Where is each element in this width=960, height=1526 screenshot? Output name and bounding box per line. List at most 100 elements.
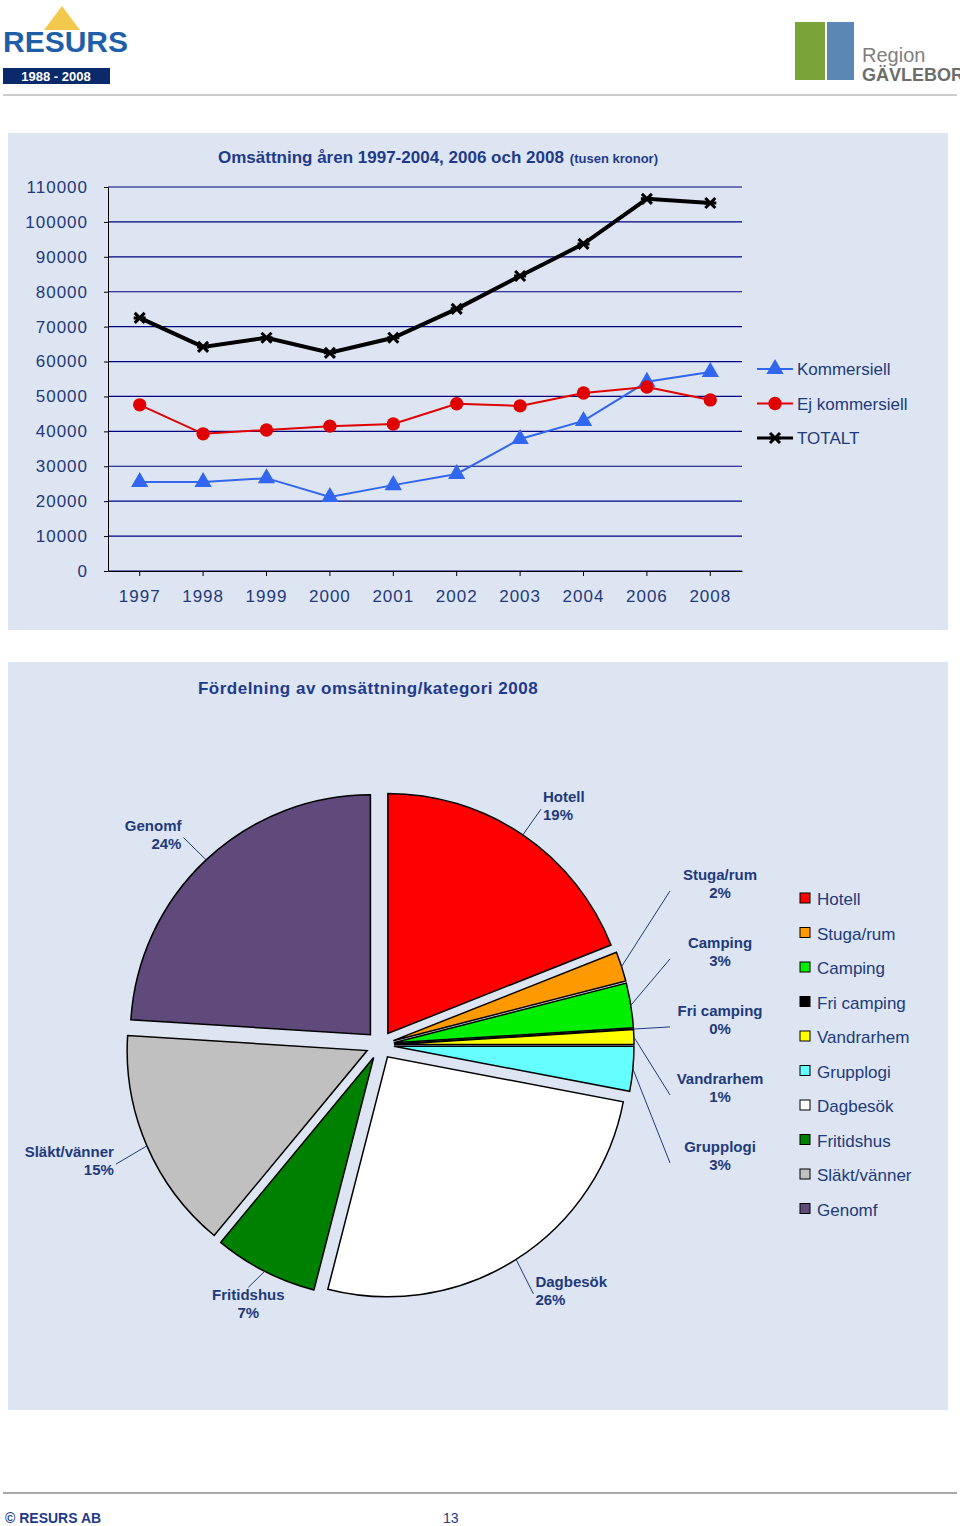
y-tick-mark bbox=[104, 362, 108, 363]
legend-swatch bbox=[800, 997, 810, 1007]
x-tick-mark bbox=[203, 571, 204, 576]
x-tick-mark bbox=[393, 571, 394, 576]
y-axis: 0100002000030000400005000060000700008000… bbox=[25, 178, 108, 581]
data-label-name: Släkt/vänner bbox=[25, 1143, 114, 1160]
point bbox=[197, 342, 209, 352]
point bbox=[451, 304, 463, 314]
leader-line bbox=[516, 1259, 533, 1293]
logo-text: GÄVLEBORG bbox=[862, 65, 960, 85]
x-tick-mark bbox=[139, 571, 140, 576]
point bbox=[194, 472, 211, 487]
legend-label: Camping bbox=[817, 959, 885, 978]
y-tick: 110000 bbox=[27, 178, 108, 197]
legend-label: Fritidshus bbox=[817, 1132, 891, 1151]
x-tick-mark bbox=[646, 571, 647, 576]
legend: HotellStuga/rumCampingFri campingVandrar… bbox=[800, 890, 912, 1220]
y-tick-mark bbox=[104, 431, 108, 432]
point bbox=[131, 472, 148, 487]
leader-line bbox=[631, 959, 670, 1005]
point bbox=[196, 427, 209, 440]
legend-label: Dagbesök bbox=[817, 1097, 894, 1116]
data-label-name: Dagbesök bbox=[535, 1273, 607, 1290]
x-tick-label: 1999 bbox=[246, 587, 288, 606]
data-label: 2% bbox=[709, 884, 731, 901]
y-tick-label: 0 bbox=[78, 562, 88, 581]
grid-line bbox=[108, 361, 742, 362]
logo-name: RESURS bbox=[3, 25, 128, 58]
panel bbox=[8, 133, 948, 630]
grid-line bbox=[108, 256, 742, 257]
point bbox=[324, 348, 336, 358]
legend-label: TOTALT bbox=[797, 429, 859, 448]
pie bbox=[127, 793, 634, 1296]
legend-swatch bbox=[800, 893, 810, 903]
data-label: 24% bbox=[151, 835, 181, 852]
logo-box bbox=[3, 68, 110, 84]
x-tick-mark bbox=[520, 571, 521, 576]
x-tick: 1999 bbox=[246, 571, 288, 606]
grid-line bbox=[108, 186, 742, 187]
data-label-name: Stuga/rum bbox=[683, 866, 757, 883]
point bbox=[450, 397, 463, 410]
point bbox=[578, 239, 590, 249]
point bbox=[514, 271, 526, 281]
y-tick: 30000 bbox=[36, 457, 108, 476]
y-tick-mark bbox=[104, 257, 108, 258]
legend-swatch bbox=[800, 1066, 810, 1076]
point bbox=[133, 398, 146, 411]
y-tick-label: 30000 bbox=[36, 457, 88, 476]
grid-line bbox=[108, 501, 742, 502]
y-tick-mark bbox=[104, 466, 108, 467]
grid-line bbox=[108, 535, 742, 536]
title-group: Omsättning åren 1997-2004, 2006 och 2008… bbox=[218, 148, 658, 167]
y-tick-mark bbox=[104, 327, 108, 328]
leader-line bbox=[116, 1146, 147, 1164]
y-tick: 80000 bbox=[36, 283, 108, 302]
x-tick-mark bbox=[710, 571, 711, 576]
data-label-name: Hotell bbox=[543, 788, 585, 805]
grid-line bbox=[108, 221, 742, 222]
legend-marker bbox=[769, 433, 781, 443]
x-tick: 2002 bbox=[436, 571, 478, 606]
leader-line bbox=[633, 1069, 670, 1163]
point bbox=[385, 475, 402, 490]
y-tick-label: 60000 bbox=[36, 352, 88, 371]
point bbox=[261, 333, 273, 343]
footer-copyright: © RESURS AB bbox=[5, 1510, 101, 1526]
plot-area bbox=[131, 194, 719, 502]
legend-swatch bbox=[800, 1031, 810, 1041]
legend-swatch bbox=[800, 1100, 810, 1110]
legend: KommersiellEj kommersiellTOTALT bbox=[757, 359, 908, 448]
legend-label: Kommersiell bbox=[797, 360, 891, 379]
y-tick-label: 70000 bbox=[36, 318, 88, 337]
leader-line bbox=[622, 891, 670, 967]
y-axis-line bbox=[104, 188, 109, 572]
legend-label: Grupplogi bbox=[817, 1063, 891, 1082]
y-tick: 90000 bbox=[36, 248, 108, 267]
y-tick: 50000 bbox=[36, 387, 108, 406]
legend-swatch bbox=[800, 1135, 810, 1145]
logo-shape bbox=[795, 22, 825, 80]
x-tick-label: 2004 bbox=[563, 587, 605, 606]
point bbox=[260, 423, 273, 436]
point bbox=[704, 198, 716, 208]
x-tick: 1997 bbox=[119, 571, 161, 606]
y-tick-label: 80000 bbox=[36, 283, 88, 302]
leader-line bbox=[183, 838, 206, 860]
y-tick: 0 bbox=[78, 562, 108, 581]
y-tick: 70000 bbox=[36, 318, 108, 337]
chart-title: Fördelning av omsättning/kategori 2008 bbox=[198, 679, 538, 698]
slice bbox=[328, 1057, 623, 1297]
point bbox=[323, 419, 336, 432]
x-tick-label: 1998 bbox=[182, 587, 224, 606]
legend-label: Fri camping bbox=[817, 994, 906, 1013]
point bbox=[387, 417, 400, 430]
legend-swatch bbox=[800, 1169, 810, 1179]
x-tick-label: 2002 bbox=[436, 587, 478, 606]
x-tick-label: 2008 bbox=[689, 587, 731, 606]
slice bbox=[394, 1029, 634, 1044]
data-label: 0% bbox=[709, 1020, 731, 1037]
point bbox=[134, 313, 146, 323]
panel bbox=[8, 662, 948, 1410]
point bbox=[513, 399, 526, 412]
